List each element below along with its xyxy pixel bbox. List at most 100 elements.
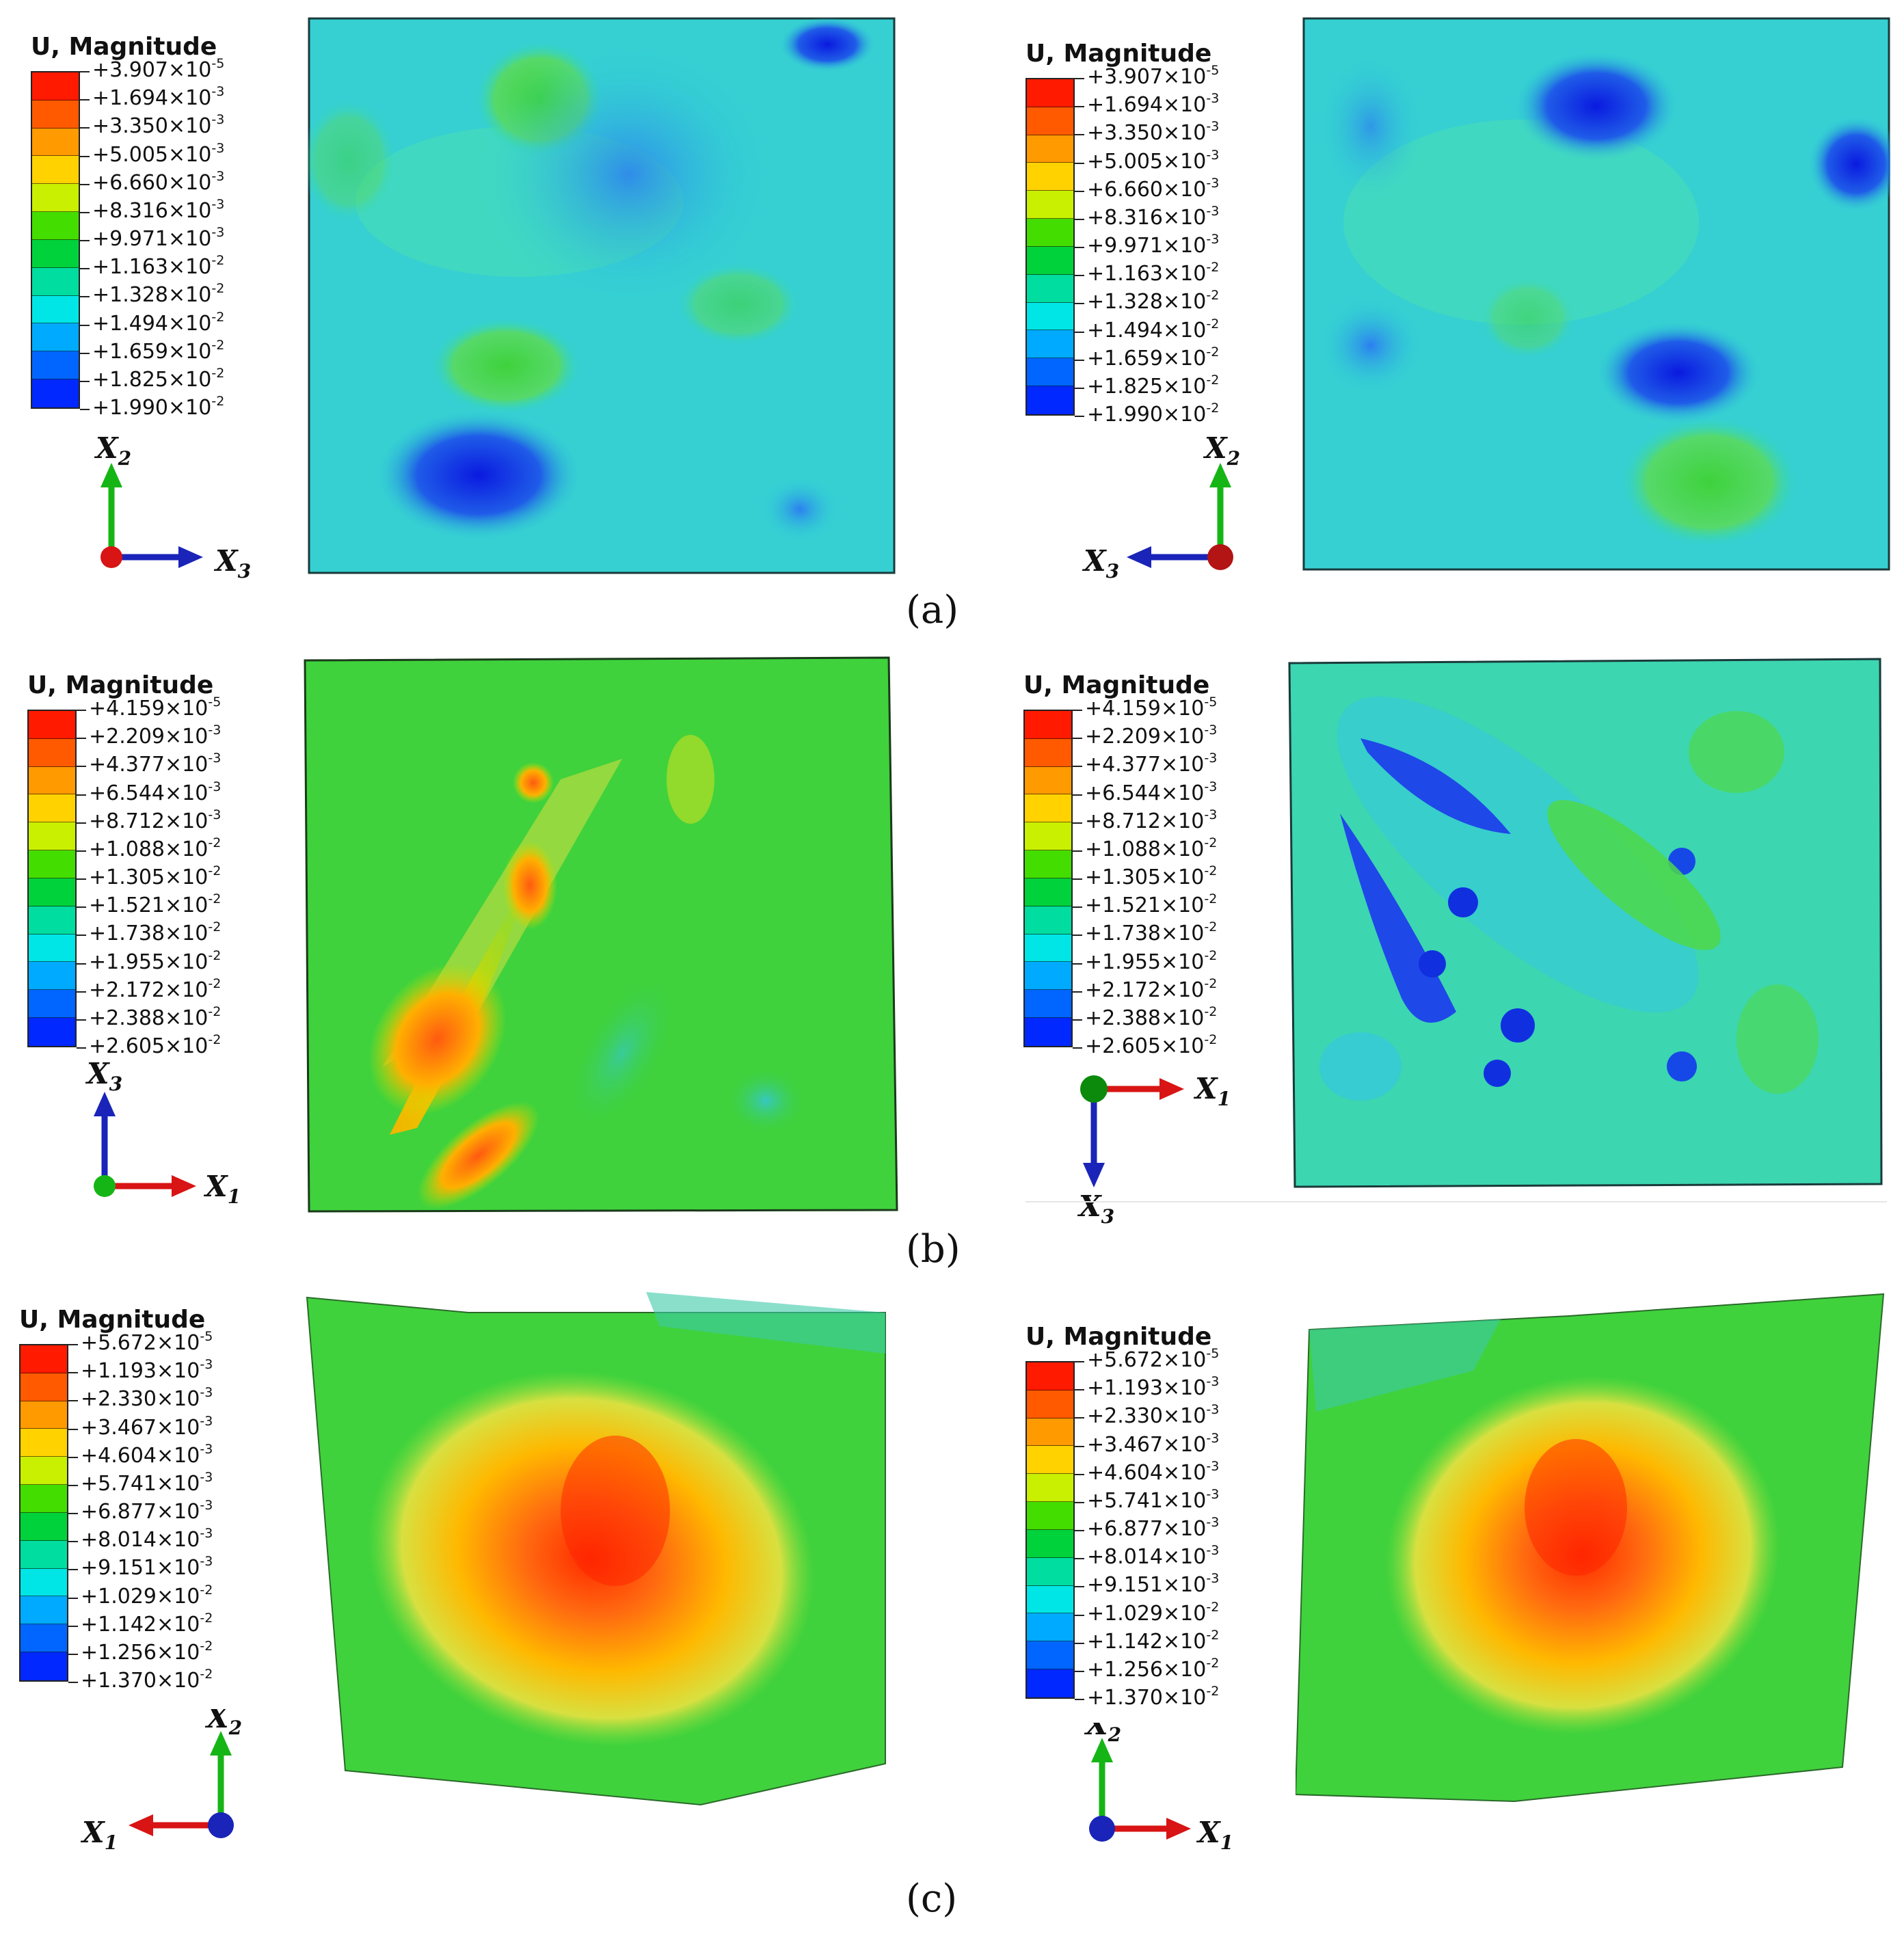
colorbar-band (21, 1596, 67, 1625)
colorbar-band (21, 1373, 67, 1401)
axis-triad-c-left: X2 X1 (80, 1709, 242, 1854)
colorbar-band (1027, 1529, 1073, 1558)
axis-triad-b-right: X1 X3 (1077, 1072, 1231, 1224)
axis-label-x1: X1 (1193, 1072, 1231, 1110)
colorbar-band (1025, 711, 1071, 739)
legend-value-label: +1.494×10-2 (92, 309, 225, 336)
colorbar-band (1027, 1474, 1073, 1503)
legend-value-label: +5.741×10-3 (1087, 1486, 1220, 1513)
colorbar-band (29, 738, 75, 767)
legend-value-label: +1.990×10-2 (1087, 401, 1220, 427)
legend-value-label: +1.256×10-2 (81, 1638, 213, 1665)
legend-value-label: +5.741×10-3 (81, 1469, 213, 1496)
colorbar (1025, 78, 1075, 416)
legend-value-label: +1.142×10-2 (1087, 1627, 1220, 1654)
legend-value-label: +4.604×10-3 (81, 1441, 213, 1468)
legend-value-label: +5.005×10-3 (92, 140, 225, 167)
legend-value-label: +1.521×10-2 (1085, 891, 1218, 918)
colorbar-band (1027, 1585, 1073, 1614)
colorbar-band (21, 1457, 67, 1485)
legend-value-label: +2.388×10-2 (89, 1004, 222, 1030)
legend-value-label: +1.328×10-2 (1087, 288, 1220, 314)
colorbar-band (32, 212, 79, 240)
legend-value-label: +6.877×10-3 (1087, 1515, 1220, 1542)
legend-value-label: +2.330×10-3 (81, 1385, 213, 1412)
contour-plot-a-left (308, 17, 896, 574)
legend-value-label: +3.350×10-3 (1087, 119, 1220, 146)
axis-label-x3: X3 (85, 1057, 122, 1095)
colorbar-band (29, 906, 75, 935)
colorbar (31, 71, 80, 409)
colorbar-band (32, 239, 79, 268)
legend-value-label: +3.467×10-3 (1087, 1430, 1220, 1457)
colorbar-band (1027, 274, 1073, 303)
legend-value-label: +1.659×10-2 (92, 337, 225, 364)
legend-value-label: +4.377×10-3 (89, 751, 222, 777)
axis-triad-b-left: X3 X1 (85, 1057, 241, 1208)
colorbar-band (32, 323, 79, 352)
legend-value-label: +1.088×10-2 (89, 835, 222, 861)
colorbar-band (29, 1018, 75, 1046)
colorbar-band (1027, 1362, 1073, 1390)
caption-b: (b) (906, 1227, 961, 1272)
legend-value-label: +1.370×10-2 (1087, 1684, 1220, 1710)
axis-label-x3: X3 (1077, 1189, 1114, 1224)
axis-label-x2: X2 (204, 1709, 242, 1739)
legend-value-label: +1.328×10-2 (92, 281, 225, 308)
legend-value-label: +1.825×10-2 (1087, 372, 1220, 399)
axis-label-x1: X1 (1196, 1816, 1233, 1854)
colorbar-band (29, 794, 75, 823)
colorbar-band (29, 990, 75, 1019)
colorbar-band (1027, 1446, 1073, 1475)
colorbar-band (1027, 1390, 1073, 1419)
legend-value-label: +1.955×10-2 (89, 947, 222, 974)
legend-value-label: +1.659×10-2 (1087, 344, 1220, 371)
colorbar-band (32, 72, 79, 100)
caption-c: (c) (906, 1877, 958, 1921)
colorbar-band (21, 1652, 67, 1680)
legend-value-label: +2.330×10-3 (1087, 1402, 1220, 1429)
colorbar-band (29, 822, 75, 851)
colorbar-band (21, 1401, 67, 1429)
divider-line (1025, 1201, 1887, 1202)
legend-value-label: +9.151×10-3 (1087, 1571, 1220, 1598)
legend-value-label: +3.467×10-3 (81, 1413, 213, 1440)
colorbar-band (21, 1624, 67, 1653)
legend-value-label: +4.159×10-5 (89, 695, 222, 721)
colorbar-band (1027, 386, 1073, 414)
legend-value-label: +1.521×10-2 (89, 891, 222, 918)
legend-value-label: +2.388×10-2 (1085, 1004, 1218, 1030)
colorbar (1023, 710, 1073, 1047)
axis-label-x2: X2 (94, 434, 131, 470)
contour-plot-c-left (306, 1292, 886, 1806)
axis-triad-a-left: X2 X3 (94, 434, 251, 581)
legend-value-label: +1.738×10-2 (1085, 919, 1218, 946)
legend-title: U, Magnitude (27, 671, 214, 699)
legend-value-label: +8.712×10-3 (89, 807, 222, 833)
legend-value-label: +1.029×10-2 (81, 1582, 213, 1609)
contour-plot-a-right (1302, 17, 1890, 571)
legend-value-label: +1.955×10-2 (1085, 947, 1218, 974)
legend-value-label: +1.694×10-3 (92, 84, 225, 111)
legend-value-label: +1.494×10-2 (1087, 316, 1220, 342)
legend-value-label: +1.193×10-3 (1087, 1374, 1220, 1401)
legend-value-label: +3.350×10-3 (92, 112, 225, 139)
colorbar-band (21, 1568, 67, 1597)
colorbar-band (1027, 330, 1073, 359)
colorbar (19, 1344, 68, 1682)
legend-value-label: +1.029×10-2 (1087, 1599, 1220, 1626)
colorbar-band (1025, 766, 1071, 795)
colorbar-band (1027, 191, 1073, 219)
legend-value-label: +6.544×10-3 (89, 779, 222, 805)
legend-value-label: +1.142×10-2 (81, 1610, 213, 1637)
colorbar-band (1027, 107, 1073, 135)
colorbar-band (21, 1485, 67, 1513)
colorbar-band (1027, 219, 1073, 247)
colorbar-band (21, 1540, 67, 1569)
colorbar-band (21, 1512, 67, 1541)
legend-value-label: +1.163×10-2 (1087, 260, 1220, 286)
colorbar-band (1025, 1018, 1071, 1046)
colorbar-band (1027, 1641, 1073, 1670)
colorbar-band (29, 878, 75, 906)
axis-label-x1: X1 (203, 1170, 241, 1208)
